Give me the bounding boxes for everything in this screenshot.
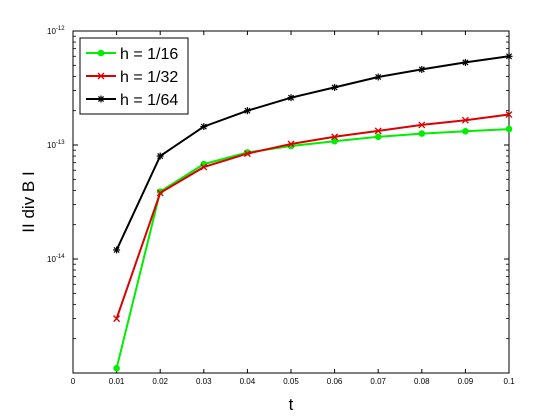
series-line — [115, 113, 510, 319]
data-point — [113, 315, 121, 323]
legend-label: h = 1/32 — [120, 69, 178, 86]
legend-item: h = 1/16 — [86, 46, 178, 63]
series-2 — [113, 111, 513, 323]
data-point — [461, 116, 469, 124]
data-point — [113, 246, 121, 254]
y-tick-label: 10-12 — [47, 26, 65, 36]
series-line — [115, 55, 510, 251]
x-tick-label: 0.06 — [327, 377, 343, 386]
legend-marker — [97, 95, 105, 103]
x-tick-label: 0.05 — [283, 377, 299, 386]
x-tick-label: 0.02 — [152, 377, 168, 386]
legend-marker — [97, 72, 105, 80]
x-tick-label: 0.1 — [503, 377, 515, 386]
y-tick-label: 10-14 — [47, 254, 65, 264]
data-point — [287, 140, 295, 148]
data-point — [287, 94, 295, 102]
x-tick-label: 0.04 — [240, 377, 256, 386]
data-point — [331, 83, 339, 91]
legend-item: h = 1/64 — [86, 92, 178, 109]
legend-label: h = 1/64 — [120, 92, 178, 109]
data-point — [243, 107, 251, 115]
series-3 — [113, 52, 513, 254]
series-layer — [113, 52, 513, 372]
x-tick-label: 0.08 — [414, 377, 430, 386]
data-point — [374, 73, 382, 81]
legend-item: h = 1/32 — [86, 69, 178, 86]
data-point — [505, 125, 513, 133]
data-point — [418, 121, 426, 129]
data-point — [331, 137, 338, 145]
data-point — [156, 189, 164, 197]
x-tick-label: 0.09 — [458, 377, 474, 386]
axis-ticks: 0 0.01 0.02 0.03 0.04 0.05 0.06 0.07 0.08 0.09 0.1… — [47, 26, 515, 386]
y-tick-label: 10-13 — [47, 140, 65, 150]
data-point — [418, 65, 426, 73]
data-point — [113, 364, 120, 372]
data-point — [461, 58, 469, 66]
x-tick-label: 0 — [71, 377, 76, 386]
data-point — [505, 111, 513, 119]
data-point — [462, 127, 469, 135]
x-tick-label: 0.03 — [196, 377, 212, 386]
legend-marker — [97, 49, 105, 57]
legend-label: h = 1/16 — [120, 46, 178, 63]
series-line — [115, 128, 510, 369]
x-tick-label: 0.01 — [109, 377, 125, 386]
data-point — [331, 133, 339, 141]
data-point — [505, 52, 513, 60]
data-point — [156, 152, 164, 160]
data-point — [374, 127, 382, 135]
data-point — [374, 133, 382, 141]
data-point — [200, 123, 208, 131]
legend: h = 1/16 h = 1/32 h = 1/64 — [79, 37, 189, 115]
data-point — [200, 163, 208, 171]
y-axis-label: II div B I — [19, 171, 38, 232]
x-tick-label: 0.07 — [370, 377, 386, 386]
data-point — [418, 130, 426, 137]
x-axis-label: t — [289, 395, 294, 414]
data-point — [243, 150, 251, 158]
